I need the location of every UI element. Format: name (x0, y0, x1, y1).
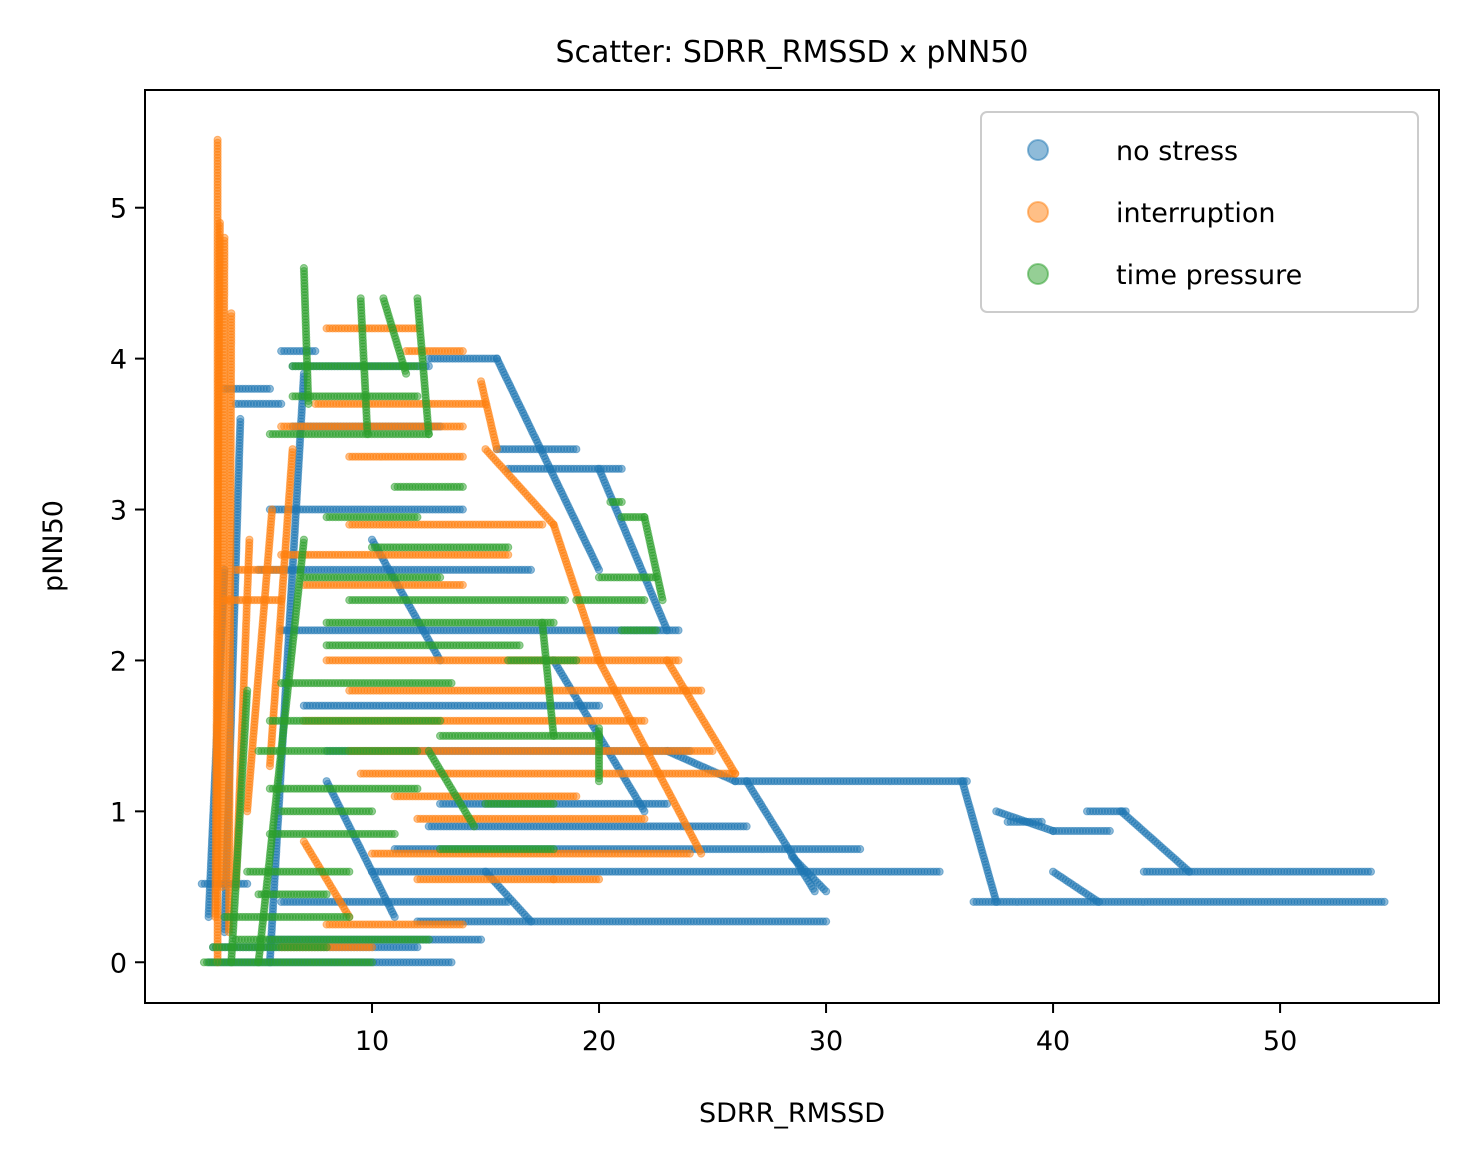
data-point (213, 135, 222, 144)
data-point (458, 347, 467, 356)
data-point (526, 565, 536, 575)
data-point (220, 233, 229, 242)
points-layer (197, 135, 1389, 967)
data-point (674, 656, 683, 665)
data-point (311, 347, 320, 356)
data-point (236, 414, 245, 424)
data-point (458, 452, 467, 461)
data-point (492, 445, 501, 454)
data-point (663, 626, 672, 635)
data-point (245, 535, 254, 544)
data-point (458, 580, 467, 590)
data-point (538, 520, 547, 529)
data-point (268, 505, 277, 514)
data-point (277, 399, 286, 408)
data-point (458, 422, 467, 431)
data-point (1049, 826, 1058, 836)
data-point (413, 943, 422, 952)
data-point (1185, 867, 1194, 876)
data-point (458, 505, 467, 514)
data-point (935, 867, 944, 876)
data-point (476, 935, 486, 944)
data-point (810, 887, 819, 896)
data-point (1366, 867, 1376, 876)
data-point (856, 845, 865, 854)
data-point (447, 958, 456, 967)
data-point (277, 596, 286, 605)
data-point (640, 807, 649, 816)
data-point (992, 897, 1001, 907)
data-point (787, 852, 797, 861)
data-point (390, 912, 399, 922)
data-point (277, 565, 286, 575)
data-point (504, 550, 513, 559)
data-point (526, 917, 536, 926)
data-point (572, 445, 581, 454)
data-point (731, 777, 740, 786)
data-point (288, 445, 297, 454)
data-point (594, 565, 604, 575)
data-point (594, 701, 604, 710)
data-point (1105, 826, 1114, 836)
data-point (822, 917, 831, 926)
data-point (617, 464, 626, 473)
data-point (215, 218, 224, 227)
data-point (265, 384, 274, 393)
data-point (243, 879, 252, 888)
data-point (1380, 897, 1389, 907)
data-point (742, 822, 751, 831)
chart-title: Scatter: SDRR_RMSSD x pNN50 (555, 35, 1028, 70)
data-point (227, 309, 236, 318)
data-point (1094, 897, 1103, 907)
data-point (674, 626, 683, 635)
